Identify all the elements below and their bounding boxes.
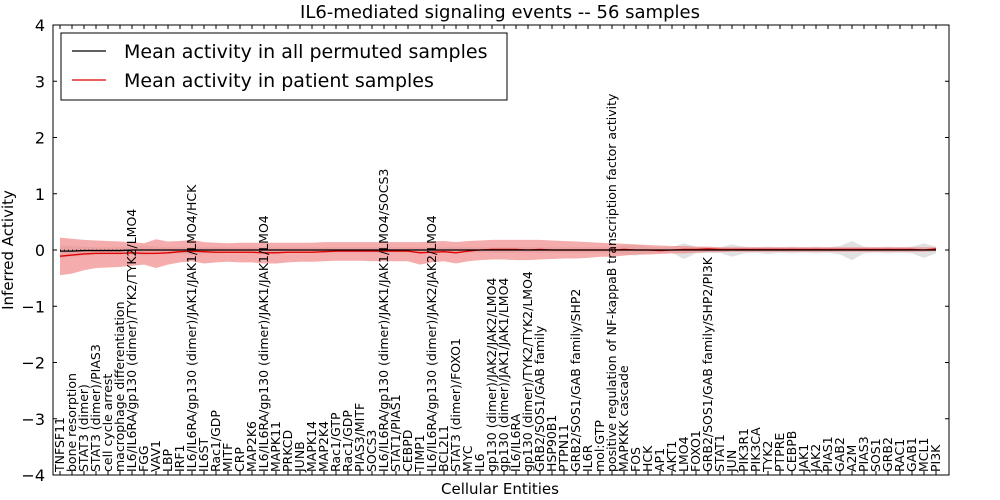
entity-label: STAT1/PIAS1 bbox=[388, 394, 403, 472]
entity-label: BCL2L1 bbox=[436, 425, 451, 472]
entity-label: PIAS3/MITF bbox=[352, 403, 367, 472]
entity-label: Rac1/GDP bbox=[208, 410, 223, 472]
entity-label: cell cycle arrest bbox=[100, 374, 115, 472]
entity-label: IL6/IL6RA/gp130 (dimer)/JAK2/JAK2/LMO4 bbox=[424, 215, 439, 472]
entity-label: macrophage differentiation bbox=[112, 301, 127, 472]
entity-label: positive regulation of NF-kappaB transcr… bbox=[604, 93, 619, 472]
entity-label: HCK bbox=[640, 445, 655, 472]
entity-label: MITF bbox=[220, 443, 235, 472]
entity-label: IL6 bbox=[472, 453, 487, 472]
entity-label: JUN bbox=[724, 450, 739, 473]
y-tick-layer: −4 −3 −2 −1 0 1 2 3 4 bbox=[21, 16, 949, 485]
legend: Mean activity in all permuted samples Me… bbox=[60, 32, 508, 101]
entity-label: gp130 (dimer)/JAK2/JAK2/LMO4 bbox=[484, 278, 499, 472]
entity-label: PTPN11 bbox=[556, 424, 571, 472]
legend-label-patient: Mean activity in patient samples bbox=[124, 70, 434, 92]
entity-label: IL6R bbox=[580, 444, 595, 472]
permuted-mean-line bbox=[60, 249, 936, 252]
entity-label: SOS1 bbox=[868, 438, 883, 472]
entity-label: GRB2/SOS1/GAB family/SHP2 bbox=[568, 289, 583, 472]
entity-label: FGG bbox=[136, 445, 151, 472]
y-tick-label: 1 bbox=[35, 185, 45, 204]
entity-label: GAB1 bbox=[904, 437, 919, 472]
entity-label: MYC bbox=[460, 445, 475, 472]
entity-label: IL6/IL6RA/gp130 (dimer)/JAK1/JAK1/LMO4 bbox=[256, 215, 271, 472]
entity-label: JUNB bbox=[292, 441, 307, 473]
entity-label: PIK3CA bbox=[748, 427, 763, 472]
entity-label: CEBPB bbox=[784, 431, 799, 472]
entity-label: CRP bbox=[232, 447, 247, 472]
y-axis-label: Inferred Activity bbox=[0, 190, 17, 310]
entity-label: gp130 (dimer)/TYK2/TYK2/LMO4 bbox=[520, 271, 535, 472]
entity-label: TIMP1 bbox=[412, 434, 427, 473]
chart-title: IL6-mediated signaling events -- 56 samp… bbox=[300, 2, 700, 23]
entity-label: IL6/IL6RA bbox=[508, 413, 523, 472]
series-line-layer bbox=[59, 248, 937, 257]
x-axis-label: Cellular Entities bbox=[441, 480, 559, 498]
legend-label-permuted: Mean activity in all permuted samples bbox=[124, 41, 487, 63]
entity-label: FOXO1 bbox=[688, 430, 703, 472]
entity-label: SOCS3 bbox=[364, 430, 379, 472]
entity-label: GRB2/SOS1/GAB family/SHP2/PI3K bbox=[700, 256, 715, 472]
y-tick-label: 0 bbox=[35, 241, 45, 260]
x-tick-layer bbox=[59, 25, 937, 475]
y-tick-label: −4 bbox=[21, 466, 45, 485]
entity-label: mol:GTP bbox=[592, 420, 607, 472]
entity-label: TYK2 bbox=[760, 441, 775, 473]
entity-label: PIAS3 bbox=[856, 436, 871, 472]
entity-label: IRF1 bbox=[172, 444, 187, 472]
entity-label: IL6ST bbox=[196, 437, 211, 472]
y-tick-label: 2 bbox=[35, 129, 45, 148]
entity-label: MAPK11 bbox=[268, 421, 283, 472]
entity-label: MAP2K6 bbox=[244, 421, 259, 472]
entity-label: LMO4 bbox=[676, 436, 691, 472]
entity-label: GAB2 bbox=[832, 437, 847, 472]
entity-label: MAPKKK cascade bbox=[616, 365, 631, 472]
legend-box bbox=[60, 32, 508, 101]
y-tick-label: −3 bbox=[21, 410, 45, 429]
entity-label: Rac1/GDP bbox=[340, 410, 355, 472]
entity-label: STAT3 (dimer)/PIAS3 bbox=[88, 344, 103, 472]
entity-label: bone resorption bbox=[64, 373, 79, 472]
entity-label: AP1 bbox=[652, 448, 667, 472]
y-tick-label: −1 bbox=[21, 297, 45, 316]
entity-label: MAPK14 bbox=[304, 421, 319, 472]
entity-label: GRB2 bbox=[880, 437, 895, 472]
entity-label: IL6/IL6RA/gp130 (dimer)/TYK2/TYK2/LMO4 bbox=[124, 209, 139, 472]
entity-label: TNFSF11 bbox=[52, 417, 67, 473]
entity-label: FOS bbox=[628, 447, 643, 472]
entity-label: GRB2/SOS1/GAB family bbox=[532, 325, 547, 472]
entity-label: gp130 (dimer)/JAK1/JAK1/LMO4 bbox=[496, 278, 511, 472]
entity-label: STAT1 bbox=[712, 434, 727, 472]
entity-label: PIAS1 bbox=[820, 436, 835, 472]
entity-label: STAT3 (dimer)/FOXO1 bbox=[448, 338, 463, 472]
entity-label: LBP bbox=[160, 448, 175, 472]
y-tick-label: 3 bbox=[35, 72, 45, 91]
entity-label: JAK2 bbox=[808, 444, 823, 473]
plot-frame bbox=[52, 24, 950, 476]
patient-band bbox=[60, 237, 936, 276]
entity-label: STAT3 (dimer) bbox=[76, 384, 91, 472]
entity-label: CEBPD bbox=[400, 430, 415, 472]
y-tick-label: 4 bbox=[35, 16, 45, 35]
entity-label: JAK1 bbox=[796, 444, 811, 473]
entity-label: IL6/IL6RA/gp130 (dimer)/JAK1/JAK1/LMO4/S… bbox=[376, 169, 391, 472]
entity-label: HSP90B1 bbox=[544, 415, 559, 472]
entity-label: AKT1 bbox=[664, 441, 679, 472]
entity-label: PRKCD bbox=[280, 430, 295, 472]
entity-label: VAV1 bbox=[148, 440, 163, 472]
y-tick-label: −2 bbox=[21, 354, 45, 373]
entity-label: IL6/IL6RA/gp130 (dimer)/JAK1/JAK1/LMO4/H… bbox=[184, 184, 199, 472]
entity-label: PI3K bbox=[928, 444, 943, 472]
entity-label: MCL1 bbox=[916, 438, 931, 472]
entity-label: MAP2K4 bbox=[316, 421, 331, 472]
entity-label: PIK3R1 bbox=[736, 428, 751, 472]
entity-label: A2M bbox=[844, 445, 859, 472]
entity-label: Rac1/GTP bbox=[328, 412, 343, 472]
entity-label: PTPRE bbox=[772, 433, 787, 472]
entity-label: RAC1 bbox=[892, 439, 907, 472]
